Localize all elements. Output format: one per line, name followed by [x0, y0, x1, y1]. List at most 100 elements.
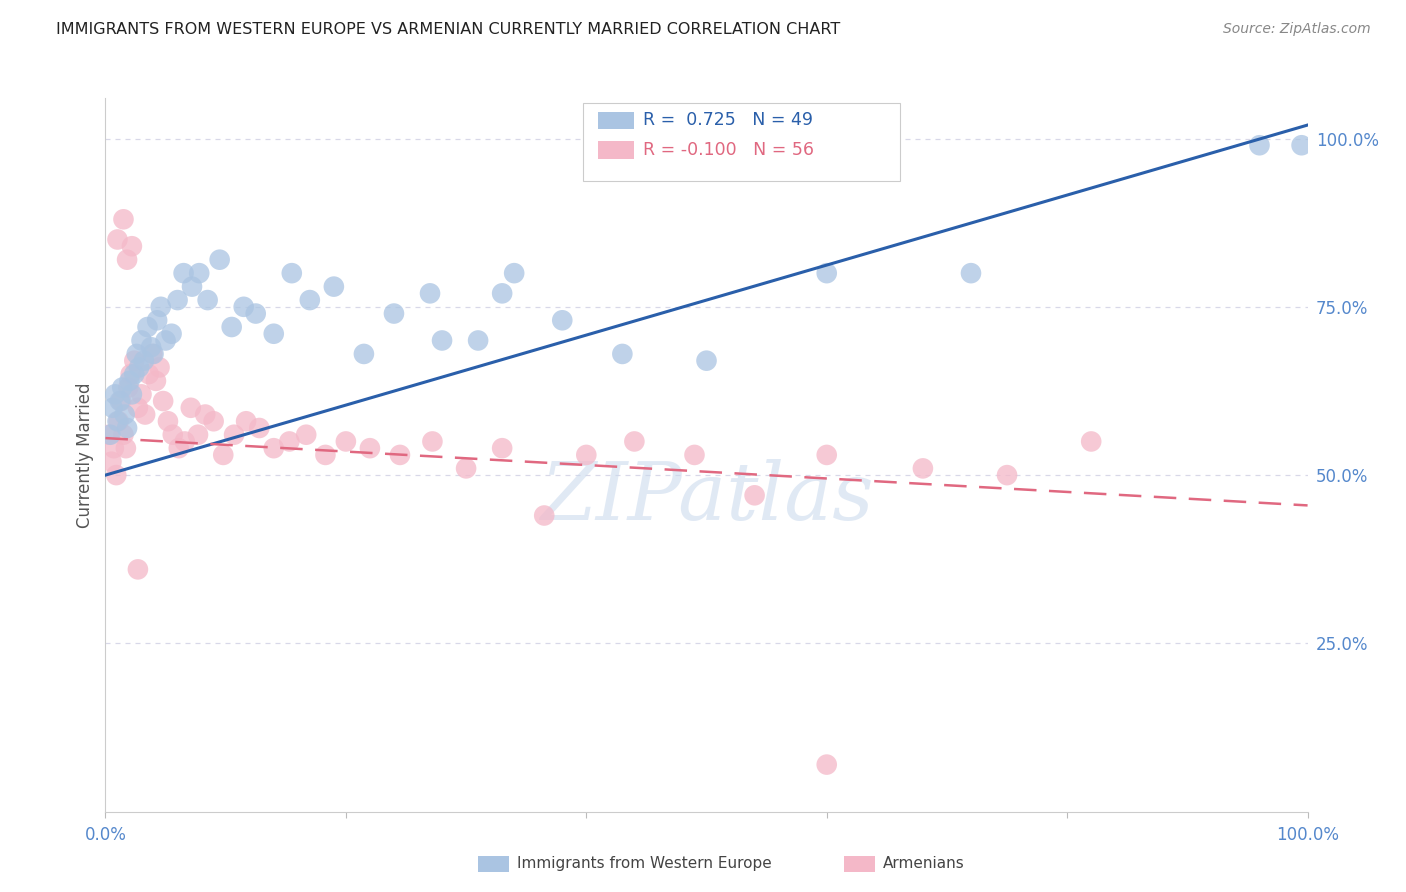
Point [145, 374, 167, 388]
Point [136, 320, 159, 334]
Point [911, 461, 934, 475]
Point [212, 448, 235, 462]
Point [121, 239, 143, 253]
Point [491, 441, 513, 455]
Point [222, 427, 245, 442]
Point [382, 307, 405, 321]
Point [187, 427, 209, 442]
Point [103, 441, 125, 455]
Text: R =  0.725   N = 49: R = 0.725 N = 49 [643, 111, 813, 128]
Point [295, 427, 318, 442]
Point [335, 434, 357, 449]
Point [696, 353, 718, 368]
Point [533, 508, 555, 523]
Point [1249, 138, 1271, 153]
Point [112, 212, 135, 227]
Point [155, 334, 177, 348]
Point [180, 401, 202, 415]
Point [114, 408, 136, 422]
Point [131, 387, 153, 401]
Point [188, 266, 211, 280]
Text: Armenians: Armenians [883, 856, 965, 871]
Point [134, 408, 156, 422]
Point [156, 414, 179, 428]
Point [115, 441, 138, 455]
Point [623, 434, 645, 449]
Point [208, 252, 231, 267]
Point [115, 421, 138, 435]
Text: Immigrants from Western Europe: Immigrants from Western Europe [517, 856, 772, 871]
Point [149, 300, 172, 314]
Point [152, 394, 174, 409]
Point [263, 441, 285, 455]
Point [117, 381, 139, 395]
Point [173, 434, 195, 449]
Point [744, 488, 766, 502]
Point [107, 414, 129, 428]
Point [100, 455, 122, 469]
Point [422, 434, 444, 449]
Point [995, 468, 1018, 483]
Point [551, 313, 574, 327]
Point [115, 252, 138, 267]
Point [491, 286, 513, 301]
Point [612, 347, 634, 361]
Point [125, 347, 148, 361]
Point [235, 414, 257, 428]
Point [683, 448, 706, 462]
Point [454, 461, 477, 475]
Point [118, 374, 141, 388]
Point [110, 394, 132, 409]
Point [104, 387, 127, 401]
Point [359, 441, 381, 455]
Point [278, 434, 301, 449]
Point [263, 326, 285, 341]
Point [128, 360, 150, 375]
Point [160, 326, 183, 341]
Point [815, 757, 838, 772]
Point [1291, 138, 1313, 153]
Text: Source: ZipAtlas.com: Source: ZipAtlas.com [1223, 22, 1371, 37]
Point [281, 266, 304, 280]
Point [108, 394, 131, 409]
Point [98, 427, 121, 442]
Text: R = -0.100   N = 56: R = -0.100 N = 56 [643, 141, 814, 159]
Point [162, 427, 184, 442]
Point [167, 441, 190, 455]
Point [1080, 434, 1102, 449]
Point [419, 286, 441, 301]
Point [101, 401, 124, 415]
Text: ZIPatlas: ZIPatlas [540, 459, 873, 536]
Point [194, 408, 217, 422]
Point [127, 401, 149, 415]
Point [138, 367, 160, 381]
Point [146, 313, 169, 327]
Point [322, 279, 344, 293]
Point [245, 307, 267, 321]
Point [314, 448, 336, 462]
Point [815, 448, 838, 462]
Point [127, 562, 149, 576]
Point [124, 367, 146, 381]
Point [148, 360, 170, 375]
Point [141, 347, 163, 361]
Point [202, 414, 225, 428]
Point [815, 266, 838, 280]
Point [232, 300, 254, 314]
Point [131, 334, 153, 348]
Point [430, 334, 453, 348]
Point [247, 421, 270, 435]
Point [139, 340, 162, 354]
Point [124, 353, 146, 368]
Point [111, 381, 134, 395]
Point [132, 353, 155, 368]
Point [388, 448, 411, 462]
Point [105, 468, 128, 483]
Point [960, 266, 983, 280]
Point [575, 448, 598, 462]
Point [173, 266, 195, 280]
Point [120, 367, 142, 381]
Point [221, 320, 243, 334]
Point [503, 266, 526, 280]
Text: IMMIGRANTS FROM WESTERN EUROPE VS ARMENIAN CURRENTLY MARRIED CORRELATION CHART: IMMIGRANTS FROM WESTERN EUROPE VS ARMENI… [56, 22, 841, 37]
